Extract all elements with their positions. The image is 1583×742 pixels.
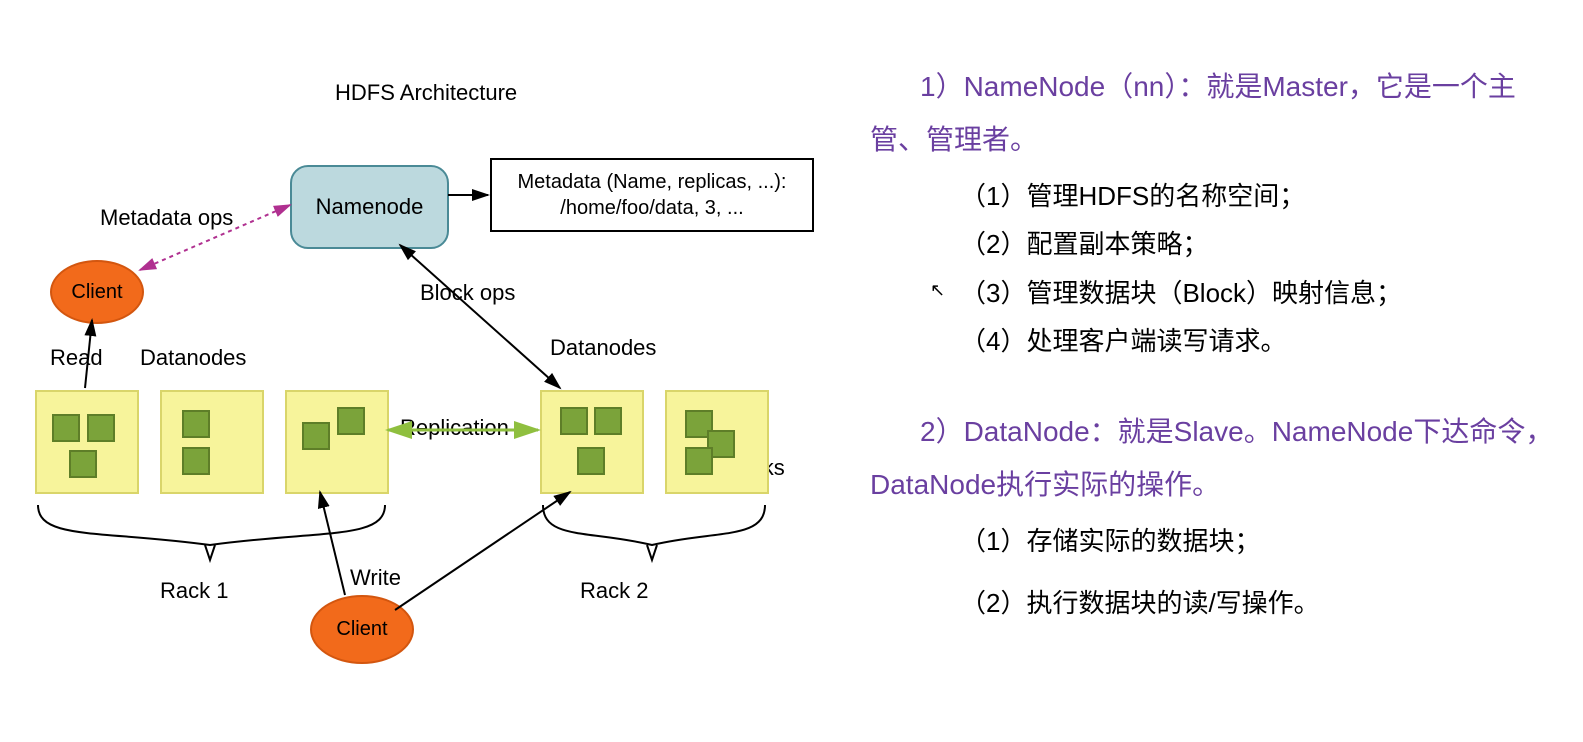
arrow-write-2 bbox=[395, 492, 570, 610]
metadata-ops-label: Metadata ops bbox=[100, 205, 233, 231]
block-icon bbox=[182, 410, 210, 438]
datanode-r2-1 bbox=[540, 390, 644, 494]
section1-item: （1）管理HDFS的名称空间； bbox=[960, 172, 1570, 220]
client-top: Client bbox=[50, 260, 144, 324]
hdfs-architecture-diagram: HDFS Architecture Namenode Metadata (Nam… bbox=[0, 0, 870, 742]
client-bottom: Client bbox=[310, 595, 414, 664]
block-icon bbox=[302, 422, 330, 450]
datanode-r1-2 bbox=[160, 390, 264, 494]
section1-item: （3）管理数据块（Block）映射信息； bbox=[960, 269, 1570, 317]
datanode-r2-2 bbox=[665, 390, 769, 494]
rack2-label: Rack 2 bbox=[580, 578, 648, 604]
brace-rack2-tip bbox=[647, 545, 657, 560]
section1-item: （4）处理客户端读写请求。 bbox=[960, 317, 1570, 365]
block-icon bbox=[577, 447, 605, 475]
block-icon bbox=[594, 407, 622, 435]
section2-item: （1）存储实际的数据块； bbox=[960, 517, 1570, 565]
block-ops-label: Block ops bbox=[420, 280, 515, 306]
brace-rack1-tip bbox=[205, 545, 215, 560]
metadata-box: Metadata (Name, replicas, ...): /home/fo… bbox=[490, 158, 814, 232]
namenode-label: Namenode bbox=[316, 194, 424, 220]
section2-item: （2）执行数据块的读/写操作。 bbox=[960, 579, 1570, 627]
block-icon bbox=[87, 414, 115, 442]
section1-item: （2）配置副本策略； bbox=[960, 220, 1570, 268]
datanode-r1-1 bbox=[35, 390, 139, 494]
block-icon bbox=[52, 414, 80, 442]
block-icon bbox=[337, 407, 365, 435]
rack1-label: Rack 1 bbox=[160, 578, 228, 604]
replication-label: Replication bbox=[400, 415, 509, 441]
metadata-line2: /home/foo/data, 3, ... bbox=[560, 195, 743, 221]
section1-heading: 1）NameNode（nn）：就是Master，它是一个主管、管理者。 bbox=[870, 60, 1570, 166]
client-bottom-label: Client bbox=[336, 618, 387, 641]
page-root: HDFS Architecture Namenode Metadata (Nam… bbox=[0, 0, 1583, 742]
datanodes-label-1: Datanodes bbox=[140, 345, 246, 371]
namenode-box: Namenode bbox=[290, 165, 449, 249]
block-icon bbox=[69, 450, 97, 478]
diagram-title: HDFS Architecture bbox=[335, 80, 517, 106]
explanation-column: 1）NameNode（nn）：就是Master，它是一个主管、管理者。 （1）管… bbox=[870, 60, 1570, 627]
section2-heading: 2）DataNode：就是Slave。NameNode下达命令，DataNode… bbox=[870, 405, 1570, 511]
arrow-block-ops bbox=[400, 245, 560, 388]
diagram-arrows-overlay bbox=[0, 0, 870, 742]
block-icon bbox=[685, 447, 713, 475]
block-icon bbox=[182, 447, 210, 475]
datanodes-label-2: Datanodes bbox=[550, 335, 656, 361]
brace-rack2 bbox=[543, 505, 765, 545]
write-label: Write bbox=[350, 565, 401, 591]
arrow-write-1 bbox=[320, 492, 345, 595]
read-label: Read bbox=[50, 345, 103, 371]
block-icon bbox=[560, 407, 588, 435]
client-top-label: Client bbox=[71, 281, 122, 304]
brace-rack1 bbox=[38, 505, 385, 545]
metadata-line1: Metadata (Name, replicas, ...): bbox=[518, 169, 787, 195]
datanode-r1-3 bbox=[285, 390, 389, 494]
